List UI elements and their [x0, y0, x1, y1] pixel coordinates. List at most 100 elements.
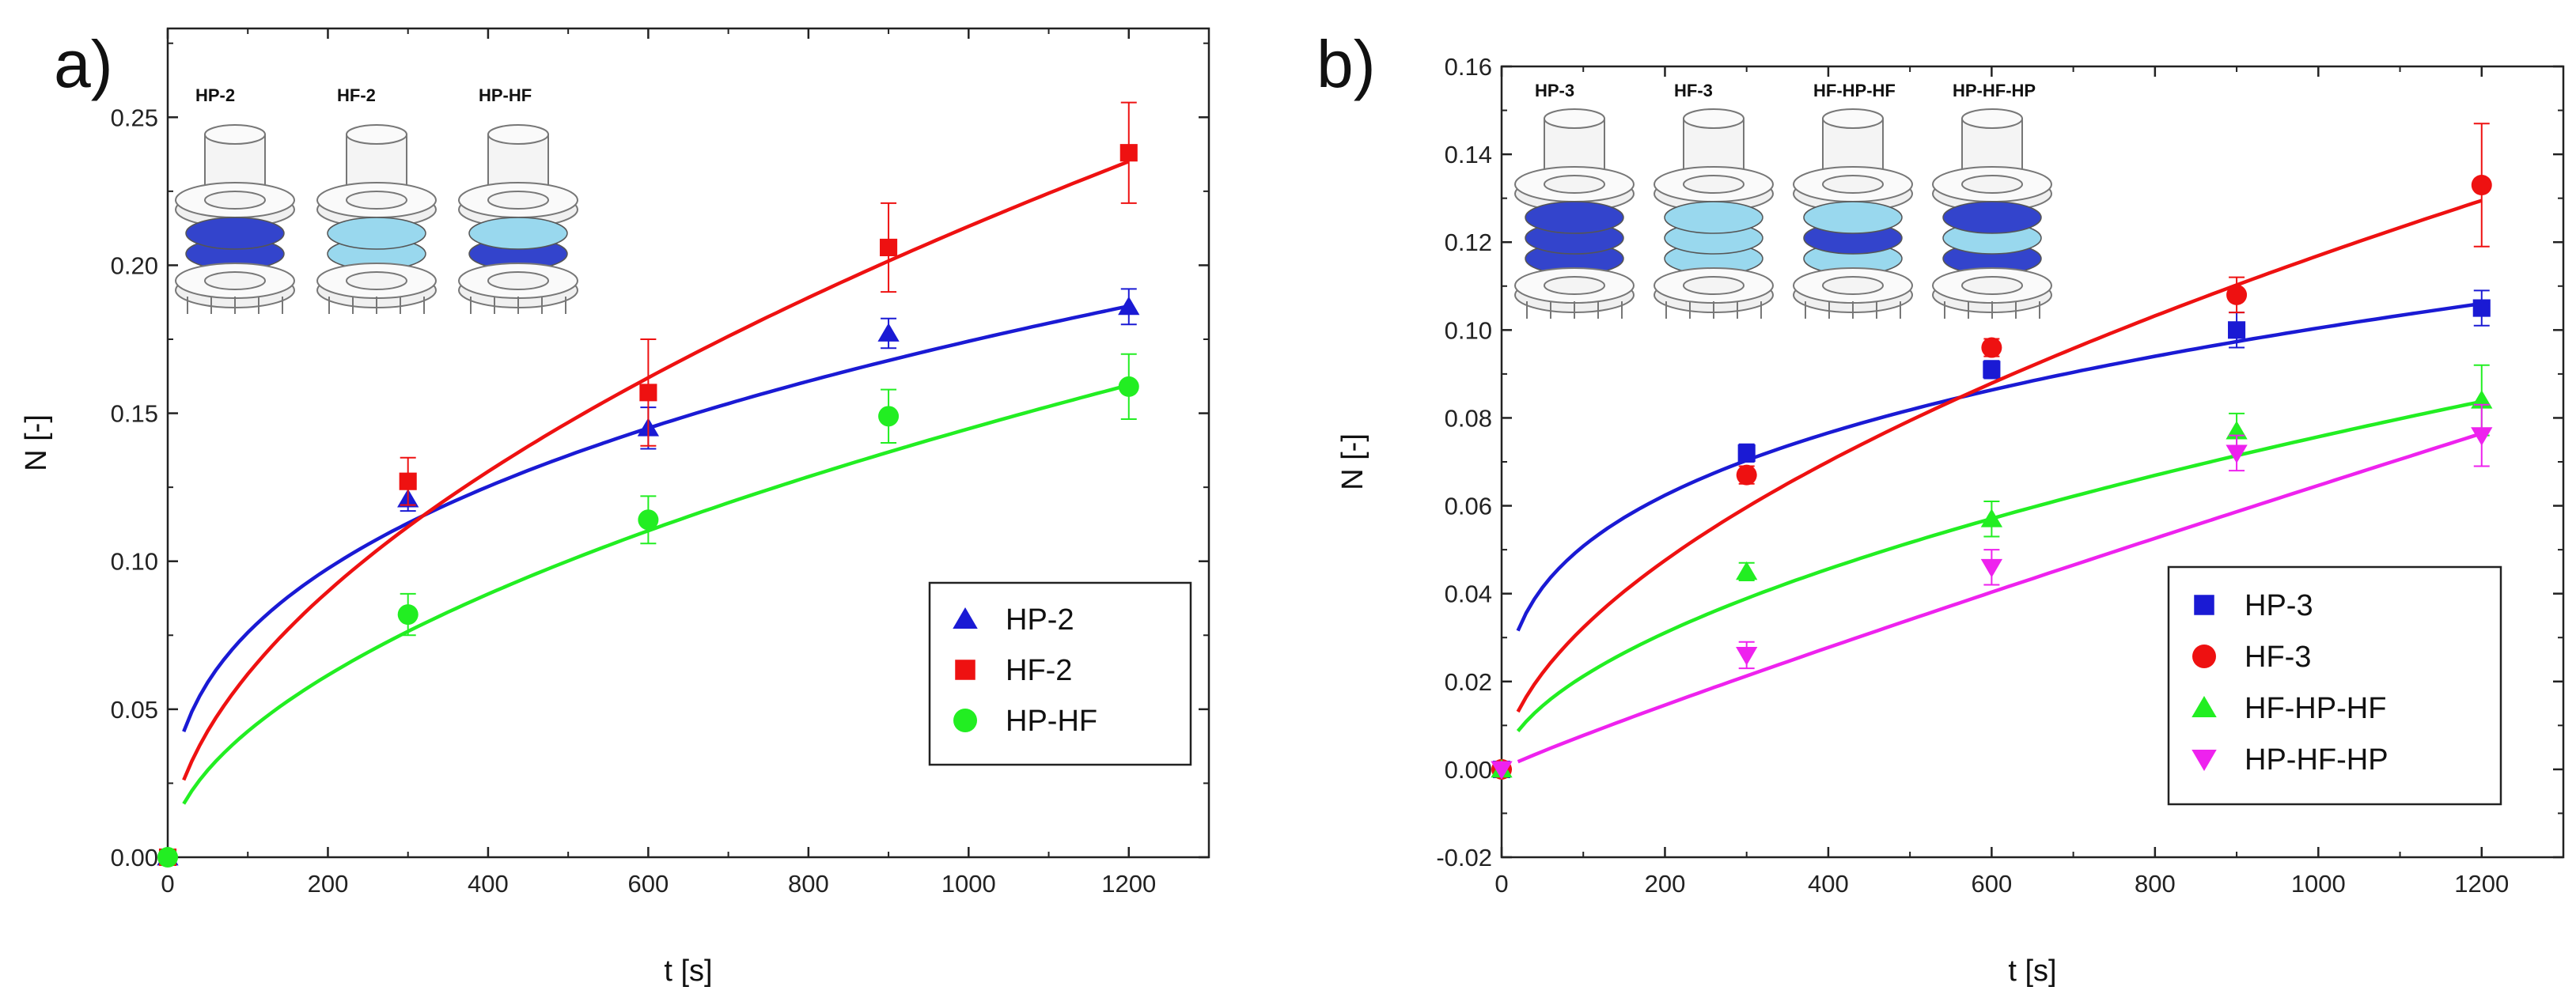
specimen-layer — [1803, 201, 1903, 234]
data-point — [2226, 421, 2248, 440]
fit-curve — [1516, 301, 2483, 632]
legend-label: HP-2 — [1006, 603, 1074, 637]
data-point — [397, 604, 419, 626]
legend-marker — [2194, 595, 2214, 615]
bottom-plate-hole — [1961, 276, 2023, 295]
series-hp-hf-hp — [1491, 403, 2493, 780]
panel-a: a) 0 200 400 600 800 1000 1200 0.00 0.05 0.10 0.15 0… — [20, 27, 1210, 988]
x-tick-label: 200 — [1645, 870, 1686, 898]
sample-label: HP-HF-HP — [1953, 81, 2036, 100]
bottom-plate-hole — [346, 271, 407, 290]
y-tick-label: 0.10 — [111, 548, 158, 576]
bottom-plate-hole — [1544, 276, 1605, 295]
top-plate-hole — [1683, 175, 1744, 194]
specimen-layer — [1664, 201, 1763, 234]
sample-label: HP-2 — [195, 85, 235, 105]
specimen-layer — [327, 217, 426, 250]
sample-label: HF-2 — [337, 85, 376, 105]
x-axis-title: t [s] — [664, 955, 712, 988]
top-plate-hole — [487, 191, 549, 210]
x-tick-label: 400 — [1808, 870, 1849, 898]
x-tick-label: 200 — [308, 870, 349, 898]
y-tick-label: 0.05 — [111, 696, 158, 724]
y-tick-label: 0.06 — [1445, 493, 1492, 520]
y-tick-label: 0.08 — [1445, 404, 1492, 432]
y-tick-label: 0.12 — [1445, 229, 1492, 256]
bottom-plate-hole — [204, 271, 266, 290]
panel-letter: b) — [1316, 27, 1376, 101]
y-tick-label: 0.16 — [1445, 53, 1492, 81]
x-tick-label: 1200 — [2454, 870, 2509, 898]
specimen-layer — [1525, 201, 1624, 234]
data-point — [2471, 427, 2493, 446]
y-tick-label: 0.10 — [1445, 316, 1492, 344]
sample-schematic-hp-2: HP-2 — [175, 85, 295, 314]
y-tick-label: 0.04 — [1445, 580, 1492, 608]
top-plate-hole — [204, 191, 266, 210]
plot-frame — [166, 27, 1210, 859]
x-tick-label: 1200 — [1101, 870, 1156, 898]
legend-marker — [955, 660, 975, 680]
cylinder-top — [346, 124, 407, 145]
legend-marker — [2192, 645, 2216, 668]
data-point — [639, 384, 657, 402]
x-tick-label: 600 — [628, 870, 669, 898]
y-tick-label: -0.02 — [1436, 844, 1492, 871]
data-point — [2471, 175, 2492, 195]
y-axis-title: N [-] — [1336, 433, 1369, 490]
cylinder-top — [204, 124, 266, 145]
data-point — [2226, 444, 2248, 463]
y-tick-label: 0.15 — [111, 400, 158, 428]
legend-box — [2167, 565, 2502, 806]
data-point — [1118, 296, 1140, 316]
cylinder-top — [1822, 108, 1884, 129]
cylinder-top — [1683, 108, 1744, 129]
fit-curve — [182, 304, 1130, 732]
data-point — [1983, 361, 2001, 379]
data-point — [878, 406, 900, 427]
legend: HP-2 HF-2 HP-HF — [928, 581, 1192, 766]
sample-schematic-hf-2: HF-2 — [316, 85, 437, 314]
data-point — [1491, 761, 1513, 780]
fit-curve — [1516, 198, 2483, 713]
data-point — [1118, 376, 1139, 397]
sample-label: HF-3 — [1674, 81, 1713, 100]
series-hf-3 — [1491, 123, 2492, 780]
y-tick-label: 0.00 — [111, 844, 158, 871]
cylinder-top — [1961, 108, 2023, 129]
legend-label: HF-HP-HF — [2245, 692, 2386, 725]
y-tick-label: 0.14 — [1445, 141, 1492, 168]
y-axis-title: N [-] — [20, 414, 53, 471]
legend-marker — [2191, 750, 2217, 771]
x-axis-title: t [s] — [2008, 955, 2056, 988]
x-tick-label: 600 — [1972, 870, 2013, 898]
fit-curve — [182, 383, 1130, 805]
specimen-layer — [185, 217, 285, 250]
data-point — [1980, 558, 2003, 578]
fit-curve — [1517, 431, 2483, 764]
legend: HP-3 HF-3 HF-HP-HF HP-HF-HP — [2167, 565, 2502, 806]
data-point — [2471, 390, 2493, 409]
x-tick-label: 400 — [468, 870, 509, 898]
sample-label: HF-HP-HF — [1813, 81, 1896, 100]
legend-marker — [953, 607, 978, 629]
legend-label: HF-3 — [2245, 641, 2311, 674]
inset-schematics: HP-3 HF-3 HF-HP-HF HP-HF-HP — [1514, 81, 2052, 319]
sample-schematic-hf-3: HF-3 — [1654, 81, 1774, 319]
y-tick-label: 0.25 — [111, 104, 158, 131]
x-tick-label: 0 — [1494, 870, 1508, 898]
sample-schematic-hp-hf-hp: HP-HF-HP — [1932, 81, 2052, 319]
legend-marker — [2191, 696, 2217, 717]
data-point — [1737, 444, 1756, 462]
series-hp-3 — [1492, 289, 2491, 778]
sample-schematic-hp-hf: HP-HF — [458, 85, 578, 314]
top-plate-hole — [346, 191, 407, 210]
cylinder-top — [487, 124, 549, 145]
data-point — [1736, 561, 1758, 580]
x-tick-label: 1000 — [2291, 870, 2346, 898]
top-plate-hole — [1544, 175, 1605, 194]
data-point — [2226, 284, 2248, 305]
data-point — [1736, 464, 1757, 486]
x-tick-label: 0 — [161, 870, 174, 898]
sample-label: HP-3 — [1535, 81, 1574, 100]
